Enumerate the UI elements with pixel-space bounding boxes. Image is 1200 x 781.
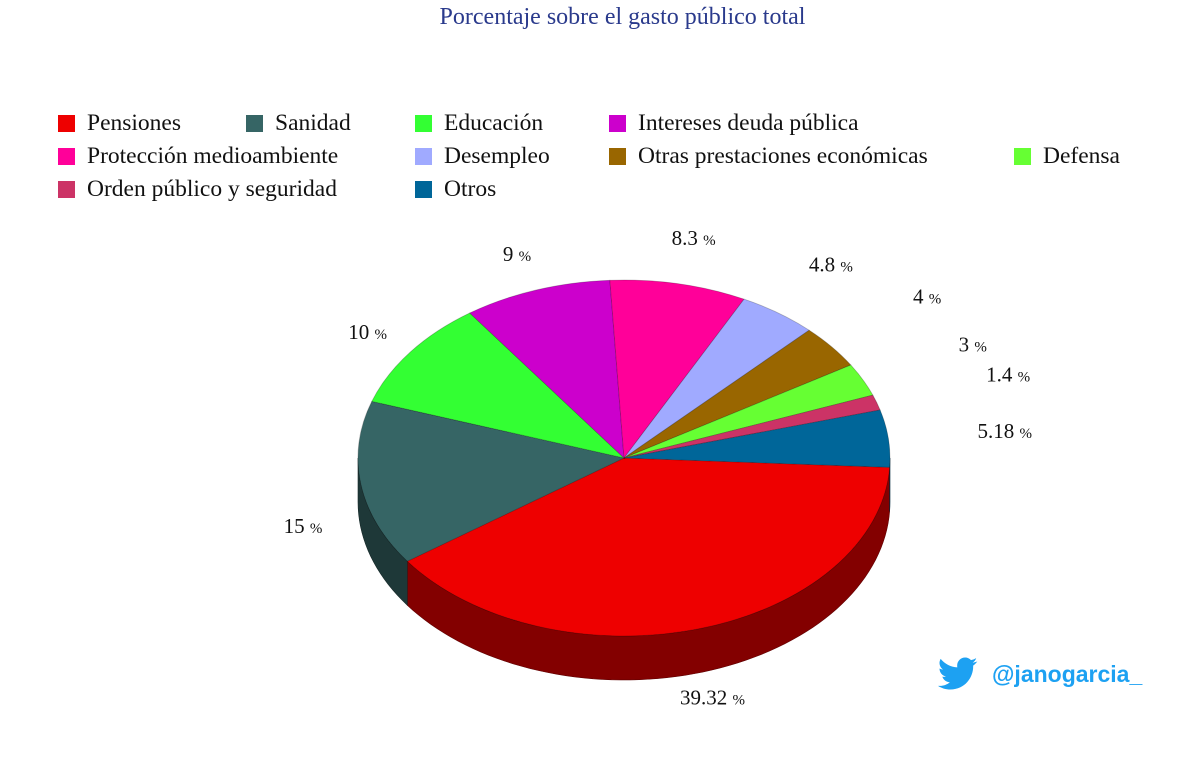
legend-swatch [609,115,626,132]
pie-data-label-value: 1.4 [986,363,1018,387]
twitter-bird-icon [938,657,978,690]
legend-item: Defensa [1014,143,1120,170]
legend-item: Educación [415,110,543,137]
legend-item: Sanidad [246,110,351,137]
credit: @janogarcia_ [938,656,1142,692]
pie-slice-orden-p-blico-y-seguridad [623,394,881,459]
pie-data-label-value: 8.3 [672,226,704,250]
pie-slice-protecci-n-medioambiente [609,279,745,460]
legend-item: Otros [415,176,496,203]
legend-label: Defensa [1043,143,1120,169]
pie-slice-sanidad [357,400,626,562]
pie-data-label-value: 39.32 [680,686,733,710]
pie-data-label-unit: % [840,260,853,276]
pie-data-label: 8.3 % [672,226,716,250]
pie-slice-defensa [623,364,874,459]
legend-label: Intereses deuda pública [638,110,859,136]
legend-label: Otras prestaciones económicas [638,143,928,169]
pie-slice-desempleo [623,298,810,459]
pie-data-label: 4.8 % [809,253,853,277]
pie-data-label-unit: % [732,693,745,709]
credit-handle: @janogarcia_ [992,660,1143,687]
pie-data-label-unit: % [1019,426,1032,442]
legend-label: Sanidad [275,110,351,136]
legend-swatch [415,181,432,198]
pie-data-label-value: 4 [913,285,929,309]
legend-swatch [58,148,75,165]
pie-data-label: 4 % [913,285,941,309]
pie-data-label-unit: % [310,521,323,537]
legend-item: Protección medioambiente [58,143,338,170]
pie-data-label: 5.18 % [977,419,1032,443]
pie-data-label: 15 % [284,514,323,538]
legend-item: Intereses deuda pública [609,110,859,137]
pie-data-label: 1.4 % [986,363,1030,387]
pie-slice-educaci-n [371,312,626,459]
pie-data-label-value: 10 [348,320,374,344]
legend-swatch [58,115,75,132]
legend-label: Protección medioambiente [87,143,339,169]
pie-slice-otros [623,409,891,468]
pie-data-label: 3 % [959,333,987,357]
legend-label: Otros [444,176,497,202]
pie-data-label: 9 % [503,242,531,266]
pie-data-label-unit: % [519,249,532,265]
legend-label: Pensiones [87,110,181,136]
legend-item: Orden público y seguridad [58,176,337,203]
pie-data-label-value: 15 [284,514,310,538]
legend-swatch [415,115,432,132]
pie-data-label-unit: % [974,340,987,356]
legend-swatch [1014,148,1031,165]
legend-item: Pensiones [58,110,181,137]
pie-data-label-unit: % [1018,370,1030,386]
pie-slices [357,279,891,637]
pie-data-label: 10 % [348,320,387,344]
legend-label: Educación [444,110,544,136]
pie-data-labels: 39.32 %15 %10 %9 %8.3 %4.8 %4 %3 %1.4 %5… [284,226,1032,710]
legend-label: Desempleo [444,143,550,169]
legend-swatch [609,148,626,165]
chart-title: Porcentaje sobre el gasto público total [439,4,806,30]
legend-swatch [246,115,263,132]
legend: Pensiones Sanidad Educación Intereses deuda… [58,110,1158,215]
pie-data-label-unit: % [929,292,942,308]
legend-item: Otras prestaciones económicas [609,143,928,170]
pie-slice-pensiones [406,457,891,637]
pie-slice-intereses-deuda-p-blica [469,279,625,460]
pie-data-label-value: 9 [503,242,519,266]
legend-item: Desempleo [415,143,550,170]
legend-swatch [58,181,75,198]
pie-slice-otras-prestaciones-econ-micas [623,329,852,459]
pie-data-label-unit: % [374,327,387,343]
pie-data-label-value: 5.18 [977,419,1019,443]
legend-label: Orden público y seguridad [87,176,337,202]
pie-data-label: 39.32 % [680,686,745,710]
pie-data-label-unit: % [703,233,716,249]
legend-swatch [415,148,432,165]
pie-data-label-value: 4.8 [809,253,841,277]
pie-data-label-value: 3 [959,333,975,357]
